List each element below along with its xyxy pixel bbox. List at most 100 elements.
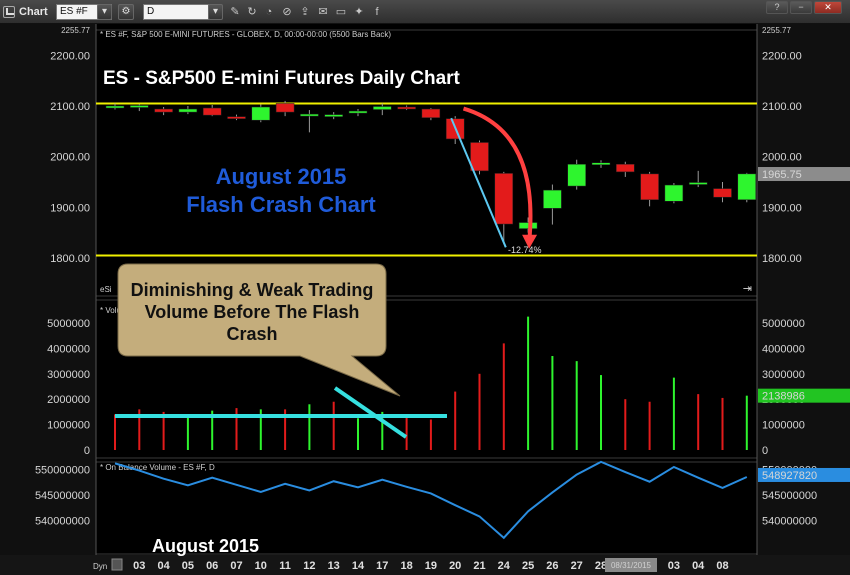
facebook-icon[interactable]: f (375, 6, 379, 18)
obv-ytick-left: 545000000 (35, 490, 90, 502)
minimize-button[interactable]: − (790, 1, 812, 14)
x-tick-label: 08 (716, 560, 728, 572)
x-tick-label: 13 (328, 560, 340, 572)
share-icon[interactable]: ⇪ (300, 6, 310, 18)
top-value-left: 2255.77 (61, 26, 90, 35)
chart-canvas[interactable]: 2255.77 2255.77 * ES #F, S&P 500 E-MINI FU… (0, 24, 850, 575)
crash-arrow-shaft (462, 106, 533, 243)
obv-ytick-right: 545000000 (762, 490, 817, 502)
price-ytick-right: 1900.00 (762, 202, 802, 214)
price-pane-header: * ES #F, S&P 500 E-MINI FUTURES - GLOBEX… (100, 30, 391, 39)
volume-pane-header: * Volu (100, 306, 121, 315)
obv-ytick-left: 540000000 (35, 516, 90, 528)
x-tick-label: 12 (303, 560, 315, 572)
alert-icon[interactable]: ⊘ (282, 6, 292, 18)
obv-ytick-left: 550000000 (35, 465, 90, 477)
candle-body (494, 173, 514, 225)
volume-ytick-right: 0 (762, 445, 768, 457)
crash-trend-line (450, 117, 507, 248)
candle-body (664, 184, 684, 202)
toolbar: Chart ES #F ▾ ⚙ D ▾ ✎ ↻ ◔ ⊘ ⇪ ✉ ▭ ✦ f ? … (0, 0, 850, 24)
x-tick-label: 05 (182, 560, 194, 572)
candle-body (275, 103, 295, 113)
candle-body (591, 162, 611, 165)
candle-body (713, 188, 732, 198)
x-tick-label: 10 (255, 560, 267, 572)
volume-ytick-right: 1000000 (762, 420, 805, 432)
x-tick-label: 06 (206, 560, 218, 572)
candle-body (616, 164, 635, 173)
twitter-icon[interactable]: ✦ (354, 6, 364, 18)
close-button[interactable]: ✕ (814, 1, 842, 14)
volume-ytick-left: 3000000 (47, 369, 90, 381)
volume-ytick-left: 0 (84, 445, 90, 457)
x-tick-label: 17 (376, 560, 388, 572)
candle-body (737, 173, 757, 200)
crash-arrow-head (522, 234, 538, 249)
obv-line (114, 460, 748, 540)
price-ytick-right: 2000.00 (762, 152, 802, 164)
volume-callout-text: Diminishing & Weak Trading Volume Before… (130, 280, 374, 344)
dyn-label: Dyn (93, 562, 107, 571)
settings-gear-icon[interactable]: ⚙ (118, 4, 134, 20)
candle-body (227, 116, 246, 119)
chart-area[interactable]: 2255.77 2255.77 * ES #F, S&P 500 E-MINI FU… (0, 24, 850, 575)
obv-pane (95, 461, 758, 555)
volume-ytick-left: 5000000 (47, 318, 90, 330)
price-ytick-left: 2000.00 (50, 152, 90, 164)
help-button[interactable]: ? (766, 1, 788, 14)
last-price-marker (758, 167, 850, 182)
x-tick-label: 11 (279, 560, 291, 572)
draw-pencil-icon[interactable]: ✎ (230, 6, 240, 18)
x-tick-label: 04 (692, 560, 705, 572)
expand-icon: ⇥ (743, 283, 752, 295)
email-icon[interactable]: ✉ (318, 6, 328, 18)
x-tick-label: 24 (498, 560, 511, 572)
footer-month-label: August 2015 (152, 536, 260, 556)
volume-ytick-right: 3000000 (762, 369, 805, 381)
symbol-dropdown-icon[interactable]: ▾ (97, 4, 112, 20)
last-obv-marker (758, 467, 850, 482)
price-ytick-right: 2100.00 (762, 101, 802, 113)
volume-ytick-right: 5000000 (762, 318, 805, 330)
price-pane (95, 29, 758, 297)
chart-app-icon (3, 6, 15, 18)
candle-body (470, 142, 489, 172)
x-axis-toggle-icon (111, 558, 123, 571)
candle-body (251, 106, 271, 121)
chat-icon[interactable]: ▭ (335, 6, 347, 18)
candle-body (105, 105, 125, 109)
compare-icon[interactable]: ◔ (265, 6, 273, 18)
price-ytick-right: 2200.00 (762, 50, 802, 62)
x-tick-label: 04 (157, 560, 170, 572)
obv-pane-header: * On Balance Volume - ES #F, D (100, 463, 215, 472)
candle-body (178, 108, 198, 113)
app-title: Chart (19, 6, 48, 18)
candle-body (324, 114, 343, 117)
left-axis-gutter (0, 24, 96, 575)
refresh-icon[interactable]: ↻ (247, 6, 257, 18)
x-tick-label: 18 (400, 560, 412, 572)
last-obv-value: 548927820 (762, 470, 817, 482)
volume-ytick-left: 4000000 (47, 343, 90, 355)
interval-dropdown-icon[interactable]: ▾ (208, 4, 223, 20)
candle-body (421, 108, 441, 118)
candle-body (130, 105, 149, 108)
date-flag-label: 08/31/2015 (611, 561, 652, 570)
right-axis-gutter (757, 24, 850, 575)
interval-input[interactable]: D (143, 4, 209, 20)
x-tick-label: 21 (473, 560, 485, 572)
volume-trend-down (333, 386, 408, 439)
top-value-right: 2255.77 (762, 26, 791, 35)
x-tick-label: 19 (425, 560, 437, 572)
price-ytick-left: 2100.00 (50, 101, 90, 113)
subtitle-flash-crash: Flash Crash Chart (186, 192, 376, 217)
candle-body (202, 107, 222, 116)
x-tick-label: 03 (668, 560, 680, 572)
price-ytick-left: 1900.00 (50, 202, 90, 214)
esignal-label: eSi (100, 285, 112, 294)
app-title-group: Chart (3, 4, 48, 20)
candle-body (518, 222, 538, 229)
volume-ytick-left: 1000000 (47, 420, 90, 432)
candle-body (348, 110, 368, 114)
